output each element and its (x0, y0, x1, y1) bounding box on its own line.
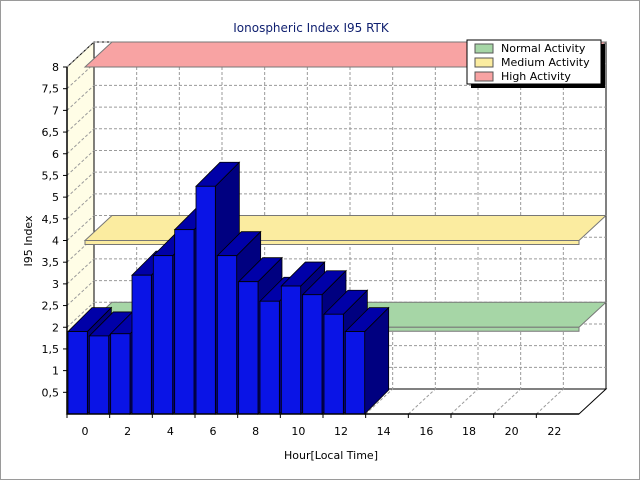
y-tick-label: 1,5 (42, 343, 60, 356)
band-1 (83, 215, 608, 241)
grid-line-horizontal (66, 193, 95, 220)
bar (344, 306, 390, 415)
x-tick-label: 12 (334, 425, 348, 438)
x-tick-label: 0 (82, 425, 89, 438)
x-tick-label: 4 (167, 425, 174, 438)
grid-line-horizontal (66, 63, 95, 90)
grid-line-vertical (407, 388, 436, 415)
y-tick-label: 2,5 (42, 300, 60, 313)
y-tick-label: 1 (52, 365, 59, 378)
bar-front (238, 281, 259, 415)
bar-front (152, 255, 174, 415)
band-edge-1 (84, 240, 580, 245)
legend-label-medium: Medium Activity (501, 56, 590, 69)
bar-front (131, 274, 152, 415)
y-tick-label: 3,5 (42, 256, 60, 269)
x-axis-title: Hour[Local Time] (284, 449, 378, 462)
x-tick-label: 18 (462, 425, 476, 438)
y-tick-label: 4 (52, 235, 59, 248)
grid-line-horizontal (66, 171, 95, 198)
y-tick-label: 7,5 (42, 83, 60, 96)
bar-front (302, 294, 323, 415)
bar-front (344, 331, 366, 415)
chart-title: Ionospheric Index I95 RTK (233, 21, 390, 35)
bar-front (323, 313, 344, 415)
x-tick-label: 22 (547, 425, 561, 438)
y-tick-label: 3 (52, 278, 59, 291)
x-tick-label: 8 (252, 425, 259, 438)
x-tick-label: 6 (210, 425, 217, 438)
x-tick-label: 16 (419, 425, 433, 438)
grid-line-horizontal (66, 150, 95, 176)
legend-label-normal: Normal Activity (501, 42, 586, 55)
y-tick-label: 2 (52, 321, 59, 334)
bar-front (216, 255, 238, 415)
x-tick-label: 2 (124, 425, 131, 438)
legend-label-high: High Activity (501, 70, 571, 83)
grid-line-horizontal (66, 280, 95, 306)
bar-front (67, 331, 88, 415)
bar-front (195, 185, 216, 415)
y-tick-label: 8 (52, 61, 59, 74)
y-tick-label: 5 (52, 191, 59, 204)
bar-front (110, 333, 131, 415)
bar-front (280, 285, 302, 415)
y-tick-label: 5,5 (42, 169, 60, 182)
y-axis-title: I95 Index (22, 215, 35, 267)
grid-line-horizontal (66, 128, 95, 155)
bar-front (174, 229, 195, 415)
bar-front (88, 335, 110, 415)
grid-line-horizontal (66, 301, 95, 328)
x-tick-label: 20 (505, 425, 519, 438)
legend-swatch-high (474, 71, 494, 82)
grid-line-vertical (493, 388, 522, 415)
grid-line-horizontal (66, 215, 95, 241)
grid-line-horizontal (66, 41, 95, 68)
grid-line-vertical (450, 388, 479, 415)
x-tick-label: 14 (377, 425, 391, 438)
x-tick-label: 10 (291, 425, 305, 438)
grid-line-horizontal (66, 258, 95, 285)
y-tick-label: 0,5 (42, 386, 60, 399)
grid-line-horizontal (66, 85, 95, 111)
grid-line-horizontal (66, 106, 95, 133)
axes: 0,5 1 1,5 2 2,5 3 3,5 4 4,5 5 5,5 6 6,5 7 7,5 8 0 2 4 6 8 10 1… (42, 61, 579, 438)
grid-line-vertical (365, 388, 394, 415)
grid-line-vertical (535, 388, 564, 415)
legend: Normal Activity Medium Activity High Act… (466, 39, 605, 88)
legend-swatch-medium (474, 57, 494, 68)
y-tick-label: 6,5 (42, 126, 60, 139)
legend-swatch-normal (474, 43, 494, 54)
y-tick-label: 4,5 (42, 213, 60, 226)
y-tick-label: 7 (52, 104, 59, 117)
y-tick-label: 6 (52, 148, 59, 161)
bar-front (259, 300, 280, 415)
